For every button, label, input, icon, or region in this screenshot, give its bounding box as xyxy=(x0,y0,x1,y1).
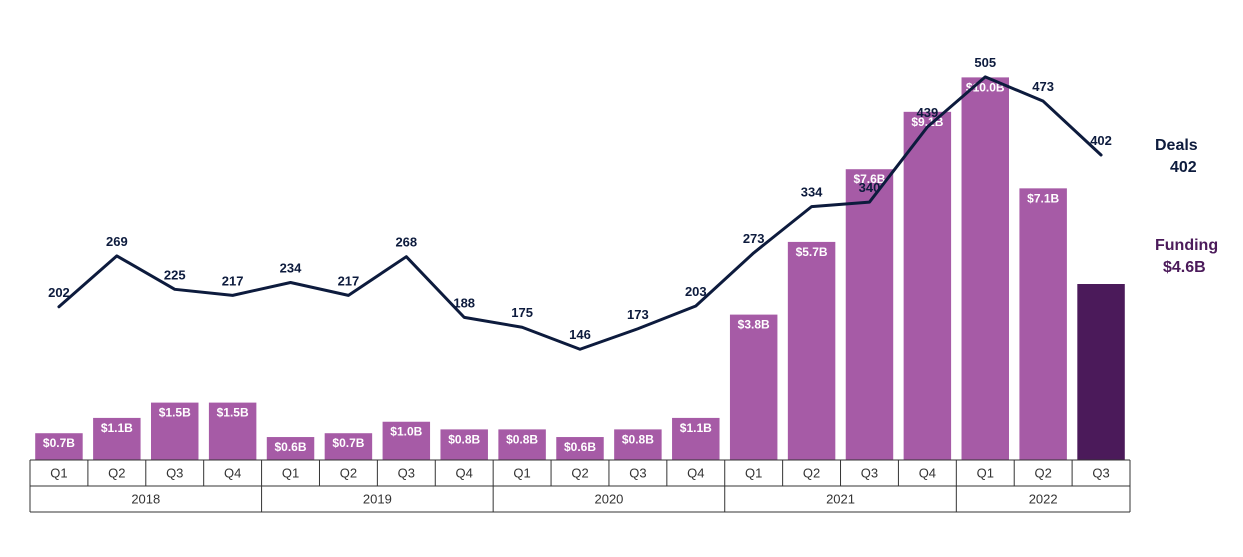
deals-point-label: 340 xyxy=(859,180,881,195)
funding-annotation-title: Funding xyxy=(1155,237,1218,254)
funding-bar-label: $0.8B xyxy=(506,432,538,446)
funding-bar xyxy=(730,315,777,460)
x-quarter-label: Q1 xyxy=(50,466,67,481)
deals-point-label: 188 xyxy=(453,295,475,310)
deals-point-label: 334 xyxy=(801,185,823,200)
deals-point-label: 202 xyxy=(48,285,70,300)
funding-bar-label: $1.5B xyxy=(217,406,249,420)
funding-bar-label: $0.8B xyxy=(622,432,654,446)
x-quarter-label: Q4 xyxy=(456,466,473,481)
funding-bar-label: $1.5B xyxy=(159,406,191,420)
funding-bar-label: $0.6B xyxy=(275,440,307,454)
funding-bar xyxy=(962,77,1009,460)
deals-point-label: 273 xyxy=(743,231,765,246)
x-quarter-label: Q2 xyxy=(108,466,125,481)
chart-container: $0.7B $1.1B $1.5B $1.5B $0.6B $0.7B $1.0B $0.8B… xyxy=(0,0,1243,557)
x-quarter-label: Q1 xyxy=(282,466,299,481)
x-quarter-label: Q3 xyxy=(398,466,415,481)
x-year-label: 2019 xyxy=(363,492,392,507)
deals-point-label: 268 xyxy=(395,235,417,250)
deals-point-label: 473 xyxy=(1032,79,1054,94)
funding-bar-label: $1.0B xyxy=(390,425,422,439)
deals-point-label: 217 xyxy=(338,273,360,288)
funding-annotation-value: $4.6B xyxy=(1163,259,1206,276)
funding-bar xyxy=(1019,188,1066,460)
x-quarter-label: Q2 xyxy=(803,466,820,481)
funding-bar-label: $1.1B xyxy=(101,421,133,435)
deals-point-label: 175 xyxy=(511,305,533,320)
funding-bar-label: $0.8B xyxy=(448,432,480,446)
deals-annotation-value: 402 xyxy=(1170,159,1197,176)
funding-bar xyxy=(904,112,951,460)
x-quarter-label: Q3 xyxy=(629,466,646,481)
x-quarter-label: Q3 xyxy=(166,466,183,481)
deals-point-label: 173 xyxy=(627,307,649,322)
funding-bar-label: $0.6B xyxy=(564,440,596,454)
deals-point-label: 146 xyxy=(569,327,591,342)
x-quarter-label: Q4 xyxy=(224,466,241,481)
chart-svg: $0.7B $1.1B $1.5B $1.5B $0.6B $0.7B $1.0B $0.8B… xyxy=(0,0,1243,557)
funding-bar-label: $3.8B xyxy=(738,318,770,332)
funding-bar-label: $0.7B xyxy=(43,436,75,450)
deals-point-label: 203 xyxy=(685,284,707,299)
x-quarter-label: Q4 xyxy=(687,466,704,481)
deals-annotation-title: Deals xyxy=(1155,137,1198,154)
funding-bar xyxy=(788,242,835,460)
deals-point-label: 269 xyxy=(106,234,128,249)
x-quarter-label: Q4 xyxy=(919,466,936,481)
funding-bar-label: $1.1B xyxy=(680,421,712,435)
x-year-label: 2018 xyxy=(131,492,160,507)
deals-point-label: 505 xyxy=(974,55,996,70)
deals-point-label: 217 xyxy=(222,273,244,288)
funding-bar xyxy=(1077,284,1124,460)
funding-bar-label: $0.7B xyxy=(332,436,364,450)
x-quarter-label: Q2 xyxy=(1034,466,1051,481)
x-quarter-label: Q1 xyxy=(745,466,762,481)
x-quarter-label: Q1 xyxy=(513,466,530,481)
x-quarter-label: Q3 xyxy=(1092,466,1109,481)
deals-point-label: 234 xyxy=(280,260,302,275)
x-year-label: 2021 xyxy=(826,492,855,507)
x-year-label: 2020 xyxy=(594,492,623,507)
deals-point-label: 402 xyxy=(1090,133,1112,148)
funding-bar xyxy=(846,169,893,460)
deals-point-label: 225 xyxy=(164,267,186,282)
funding-bar-label: $5.7B xyxy=(796,245,828,259)
x-quarter-label: Q2 xyxy=(571,466,588,481)
x-year-label: 2022 xyxy=(1029,492,1058,507)
x-quarter-label: Q2 xyxy=(340,466,357,481)
funding-bar-label: $7.1B xyxy=(1027,191,1059,205)
x-quarter-label: Q3 xyxy=(861,466,878,481)
x-quarter-label: Q1 xyxy=(977,466,994,481)
deals-point-label: 439 xyxy=(917,105,939,120)
